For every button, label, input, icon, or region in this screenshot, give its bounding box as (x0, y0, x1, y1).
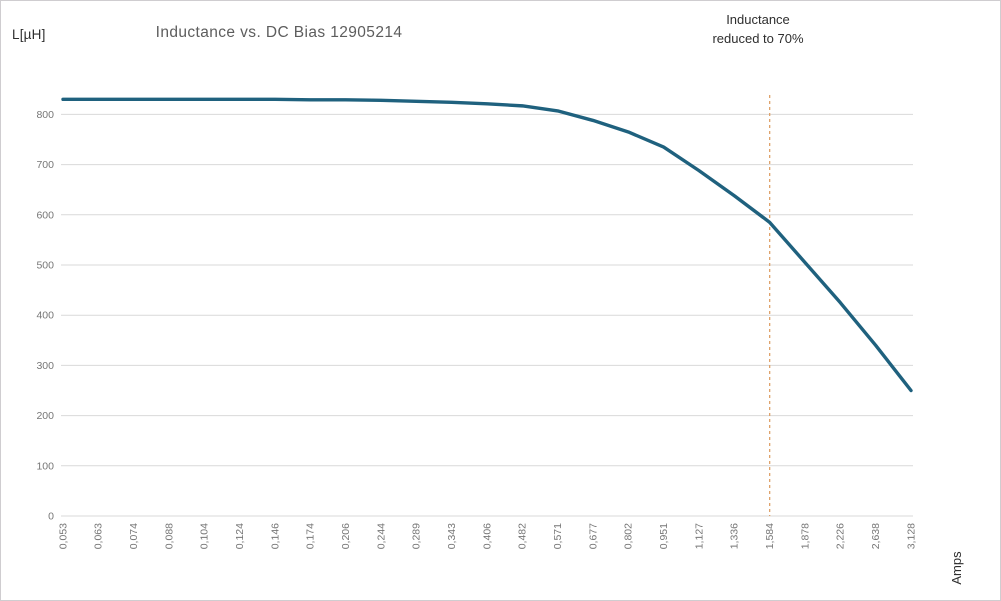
y-tick-label: 400 (36, 310, 54, 322)
x-tick-label: 0,174 (305, 523, 317, 549)
x-tick-label: 1,878 (799, 523, 811, 549)
y-axis-title: L[µH] (12, 27, 46, 42)
y-tick-label: 100 (36, 460, 54, 472)
y-tick-label: 300 (36, 360, 54, 372)
y-tick-label: 200 (36, 410, 54, 422)
x-tick-label: 0,571 (552, 523, 564, 549)
x-tick-label: 1,127 (693, 523, 705, 549)
annotation-line1: Inductance (726, 12, 790, 27)
x-tick-label: 0,406 (481, 523, 493, 549)
x-tick-label: 0,074 (128, 523, 140, 549)
x-tick-label: 0,802 (623, 523, 635, 549)
x-tick-label: 0,343 (446, 523, 458, 549)
x-tick-label: 1,584 (764, 523, 776, 549)
x-tick-label: 0,244 (375, 523, 387, 549)
x-tick-label: 0,289 (411, 523, 423, 549)
y-tick-label: 700 (36, 159, 54, 171)
y-tick-label: 600 (36, 209, 54, 221)
x-tick-label: 1,336 (729, 523, 741, 549)
y-tick-label: 800 (36, 109, 54, 121)
x-tick-label: 3,128 (905, 523, 917, 549)
series-line-inductance (61, 97, 913, 393)
y-tick-label: 500 (36, 260, 54, 272)
x-tick-label: 2,638 (870, 523, 882, 549)
x-tick-label: 0,124 (234, 523, 246, 549)
x-tick-label: 0,053 (57, 523, 69, 549)
annotation-label: Inductance reduced to 70% (658, 10, 858, 48)
y-tick-label: 0 (48, 511, 54, 523)
x-tick-label: 0,088 (163, 523, 175, 549)
x-tick-label: 2,226 (835, 523, 847, 549)
x-tick-label: 0,206 (340, 523, 352, 549)
x-axis-title: Amps (949, 551, 964, 585)
x-tick-label: 0,951 (658, 523, 670, 549)
x-tick-label: 0,482 (517, 523, 529, 549)
x-tick-label: 0,146 (269, 523, 281, 549)
chart-title: Inductance vs. DC Bias 12905214 (155, 24, 403, 41)
x-tick-label: 0,677 (587, 523, 599, 549)
annotation-line2: reduced to 70% (712, 31, 804, 46)
x-tick-label: 0,063 (93, 523, 105, 549)
x-tick-label: 0,104 (199, 523, 211, 549)
